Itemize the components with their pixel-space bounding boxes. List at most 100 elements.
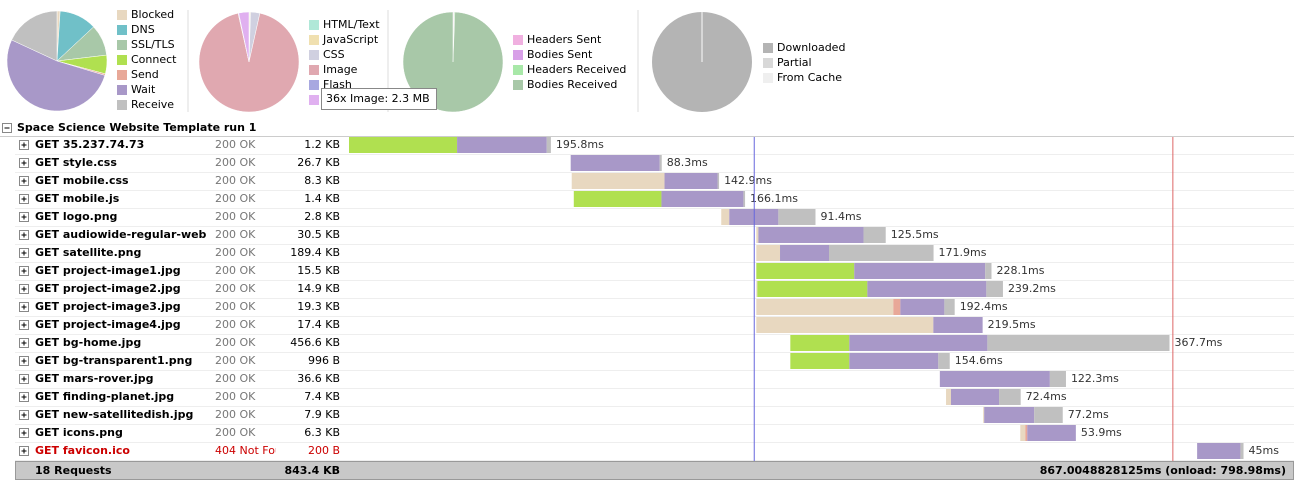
legend-swatch (117, 55, 127, 65)
request-size: 7.9 KB (304, 408, 340, 421)
request-size: 6.3 KB (304, 426, 340, 439)
request-row[interactable]: GET style.css 200 OK 26.7 KB 88.3ms (19, 155, 708, 171)
request-url: GET project-image2.jpg (35, 282, 181, 295)
legend-swatch (513, 50, 523, 60)
request-row[interactable]: GET 35.237.74.73 200 OK 1.2 KB 195.8ms (19, 137, 605, 153)
timing-segment (349, 137, 458, 153)
request-status: 200 OK (215, 390, 256, 403)
request-url: GET project-image4.jpg (35, 318, 181, 331)
request-status: 200 OK (215, 264, 256, 277)
legend-label: Image (323, 63, 358, 76)
legend-label: Blocked (131, 8, 174, 21)
timing-segment (1197, 443, 1241, 459)
legend-label: Connect (131, 53, 177, 66)
request-url: GET satellite.png (35, 246, 141, 259)
timing-segment (986, 281, 1003, 297)
request-status: 200 OK (215, 354, 256, 367)
legend-swatch (117, 70, 127, 80)
timing-segment (985, 263, 992, 279)
request-status: 200 OK (215, 318, 256, 331)
request-row[interactable]: GET new-satellitedish.jpg 200 OK 7.9 KB 77.… (19, 407, 1109, 423)
legend-label: HTML/Text (323, 18, 380, 31)
request-row[interactable]: GET mobile.css 200 OK 8.3 KB 142.9ms (19, 173, 773, 189)
request-row[interactable]: GET audiowide-regular-web 200 OK 30.5 KB 12… (19, 227, 939, 243)
request-duration: 77.2ms (1068, 408, 1109, 421)
request-url: GET mars-rover.jpg (35, 372, 153, 385)
legend-swatch (117, 10, 127, 20)
timing-segment (1025, 425, 1028, 441)
request-url: GET project-image1.jpg (35, 264, 181, 277)
request-row[interactable]: GET project-image1.jpg 200 OK 15.5 KB 228.1… (19, 263, 1045, 279)
request-row[interactable]: GET favicon.ico 404 Not Found 200 B 45ms (19, 443, 1280, 459)
request-url: GET icons.png (35, 426, 123, 439)
request-status: 200 OK (215, 138, 256, 151)
request-url: GET style.css (35, 156, 117, 169)
request-url: GET bg-transparent1.png (35, 354, 192, 367)
request-status: 200 OK (215, 372, 256, 385)
request-url: GET bg-home.jpg (35, 336, 141, 349)
timing-segment (938, 353, 950, 369)
request-row[interactable]: GET bg-home.jpg 200 OK 456.6 KB 367.7ms (19, 335, 1223, 351)
timing-segment (987, 335, 1170, 351)
group-header[interactable]: Space Science Website Template run 1 (2, 121, 257, 134)
timing-segment (664, 173, 718, 189)
timing-segment (778, 209, 816, 225)
timing-segment (933, 317, 983, 333)
footer-time: 867.0048828125ms (onload: 798.98ms) (1040, 464, 1286, 477)
request-row[interactable]: GET project-image3.jpg 200 OK 19.3 KB 192.4… (19, 299, 1008, 315)
pie-slice (238, 11, 250, 63)
request-size: 14.9 KB (297, 282, 340, 295)
request-size: 19.3 KB (297, 300, 340, 313)
legend-label: Receive (131, 98, 174, 111)
request-size: 26.7 KB (297, 156, 340, 169)
request-status: 200 OK (215, 246, 256, 259)
timing-segment (790, 353, 850, 369)
timing-segment (659, 155, 662, 171)
legend-swatch (309, 20, 319, 30)
request-row[interactable]: GET mars-rover.jpg 200 OK 36.6 KB 122.3ms (19, 371, 1120, 387)
request-status: 200 OK (215, 210, 256, 223)
request-row[interactable]: GET mobile.js 200 OK 1.4 KB 166.1ms (19, 191, 799, 207)
request-row[interactable]: GET bg-transparent1.png 200 OK 996 B 154.6m… (19, 353, 1003, 369)
request-row[interactable]: GET logo.png 200 OK 2.8 KB 91.4ms (19, 209, 862, 225)
request-status: 200 OK (215, 174, 256, 187)
legend-swatch (309, 50, 319, 60)
request-size: 1.2 KB (304, 138, 340, 151)
timing-segment (950, 389, 1000, 405)
legend-label: DNS (131, 23, 155, 36)
request-row[interactable]: GET project-image4.jpg 200 OK 17.4 KB 219.5… (19, 317, 1036, 333)
legend-label: SSL/TLS (131, 38, 175, 51)
timing-segment (756, 281, 758, 297)
request-url: GET new-satellitedish.jpg (35, 408, 193, 421)
timing-segment (828, 245, 934, 261)
timing-segment (900, 299, 945, 315)
footer-size: 843.4 KB (284, 464, 340, 477)
legend-swatch (513, 65, 523, 75)
legend-swatch (117, 85, 127, 95)
legend-swatch (117, 25, 127, 35)
timing-segment (1020, 425, 1026, 441)
legend-swatch (117, 100, 127, 110)
request-size: 30.5 KB (297, 228, 340, 241)
tooltip-box (321, 88, 437, 110)
request-row[interactable]: GET icons.png 200 OK 6.3 KB 53.9ms (19, 425, 1123, 441)
legend-label: Partial (777, 56, 812, 69)
legend-swatch (763, 73, 773, 83)
request-size: 36.6 KB (297, 372, 340, 385)
timing-segment (756, 227, 759, 243)
legend-swatch (309, 80, 319, 90)
request-status: 200 OK (215, 300, 256, 313)
timing-segment (571, 173, 665, 189)
timing-segment (757, 281, 868, 297)
request-status: 200 OK (215, 192, 256, 205)
timing-segment (854, 263, 986, 279)
request-row[interactable]: GET project-image2.jpg 200 OK 14.9 KB 239.2… (19, 281, 1057, 297)
request-row[interactable]: GET satellite.png 200 OK 189.4 KB 171.9ms (19, 245, 987, 261)
timing-segment (939, 371, 1050, 387)
timing-segment (756, 263, 855, 279)
request-row[interactable]: GET finding-planet.jpg 200 OK 7.4 KB 72.4ms (19, 389, 1067, 405)
request-duration: 171.9ms (939, 246, 987, 259)
request-status: 200 OK (215, 408, 256, 421)
